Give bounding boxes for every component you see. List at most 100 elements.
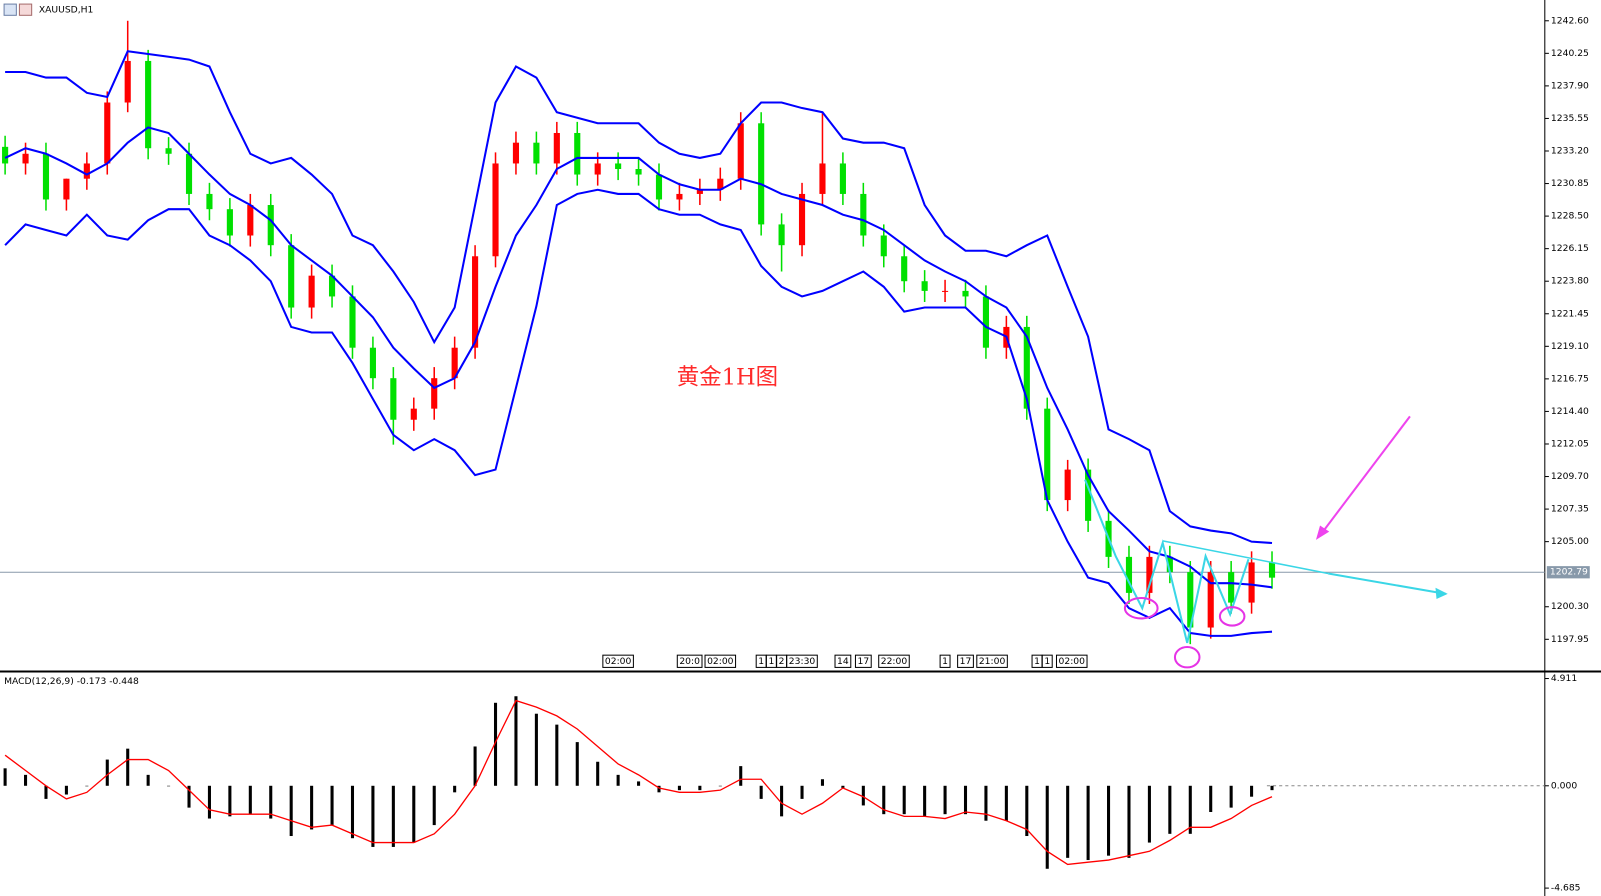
candle-body [982, 296, 990, 348]
macd-bar [453, 785, 457, 793]
x-tick-label: 21:00 [979, 656, 1006, 667]
candle-body [839, 163, 846, 194]
candle-body [247, 205, 254, 236]
x-tick-label: 22:00 [881, 656, 908, 667]
macd-bar [473, 746, 477, 786]
candle-body [1187, 572, 1194, 628]
macd-bar [1045, 785, 1049, 869]
macd-bar [228, 785, 232, 817]
y-tick-label: 4.911 [1551, 673, 1577, 684]
candle-body [880, 235, 887, 257]
macd-bar [1107, 785, 1111, 856]
macd-bar [1209, 785, 1213, 812]
macd-bar [841, 785, 845, 788]
macd-bar [1270, 785, 1274, 791]
candle-body [410, 408, 417, 420]
macd-bar [616, 774, 620, 786]
candle-body [594, 163, 601, 175]
candle-body [83, 163, 90, 179]
candle-body [676, 193, 683, 200]
macd-bar [739, 766, 743, 786]
candle-body [921, 281, 928, 291]
candle-body [901, 256, 908, 282]
x-tick-label: 1 [942, 656, 948, 667]
x-tick-label: 23:30 [789, 656, 816, 667]
candle-body [1248, 562, 1255, 603]
wave-line [1084, 479, 1250, 644]
macd-bar [1066, 785, 1070, 858]
y-tick-label: 0.000 [1551, 780, 1577, 791]
candle-body [63, 178, 70, 200]
current-price-label: 1202.79 [1550, 567, 1588, 578]
candle-body [104, 102, 111, 164]
y-tick-label: 1214.40 [1551, 406, 1589, 417]
candle-body [349, 296, 356, 348]
candle-body [1228, 572, 1235, 603]
y-tick-label: 1242.60 [1551, 15, 1589, 26]
candle-body [226, 209, 233, 236]
macd-bar [269, 785, 273, 819]
circle-mark [1173, 645, 1201, 669]
x-tick-box [939, 654, 951, 668]
macd-bar [1004, 785, 1008, 821]
candle-body [696, 189, 703, 194]
macd-bar [861, 785, 865, 806]
arrow-head [1435, 587, 1448, 600]
x-tick-box [1055, 654, 1088, 668]
candle-body [145, 60, 152, 149]
candle-body [288, 245, 295, 308]
macd-bar [534, 713, 538, 786]
annotation: 黄金1H图 [677, 365, 778, 391]
y-tick-label: 1197.95 [1551, 634, 1589, 645]
candle-body [860, 193, 867, 236]
candle-body [798, 193, 806, 246]
candle-body [451, 347, 458, 379]
macd-bar [943, 785, 947, 815]
candle-body [328, 275, 336, 297]
macd-bar [412, 785, 416, 843]
candle-body [1064, 469, 1071, 501]
candle-body [1207, 572, 1214, 628]
x-tick-label: 17 [960, 656, 972, 667]
macd-bar [1229, 785, 1233, 808]
macd-bar [820, 779, 824, 786]
macd-bar [371, 785, 375, 847]
x-tick-label: 1 [1034, 656, 1040, 667]
y-tick-label: 1216.75 [1551, 373, 1589, 384]
candle-body [1166, 556, 1173, 573]
candle-body [533, 142, 540, 164]
macd-bar [187, 785, 191, 808]
candle-body [1125, 556, 1133, 593]
macd-bar [759, 785, 763, 799]
drawings [1084, 415, 1448, 669]
circle-mark [1123, 596, 1159, 620]
x-tick-box [602, 654, 634, 668]
x-tick-label: 17 [857, 656, 869, 667]
y-tick-label: 1219.10 [1551, 341, 1589, 352]
macd-bar [718, 785, 722, 787]
macd-bar [1147, 785, 1151, 843]
candle-body [655, 174, 663, 200]
macd-bar [126, 748, 130, 786]
macd-bar [44, 785, 48, 799]
macd-bar [64, 785, 68, 795]
x-tick-box [854, 654, 872, 668]
candle-body [758, 123, 765, 225]
x-tick-label: 02:00 [707, 656, 734, 667]
macd-bar [1086, 785, 1090, 861]
x-tick-label: 20:0 [679, 656, 700, 667]
bollinger-band [4, 188, 1273, 637]
candle-body [553, 132, 560, 164]
macd-bar [391, 785, 395, 847]
macd-bar [289, 785, 293, 837]
circle-mark [1218, 606, 1246, 627]
y-tick-label: 1205.00 [1551, 536, 1589, 547]
trend-line [1162, 540, 1329, 575]
macd-bar [984, 785, 988, 821]
macd-bar [493, 702, 498, 786]
candle-body [2, 146, 9, 164]
macd-bar [514, 696, 518, 786]
x-tick-label: 1 [768, 656, 774, 667]
